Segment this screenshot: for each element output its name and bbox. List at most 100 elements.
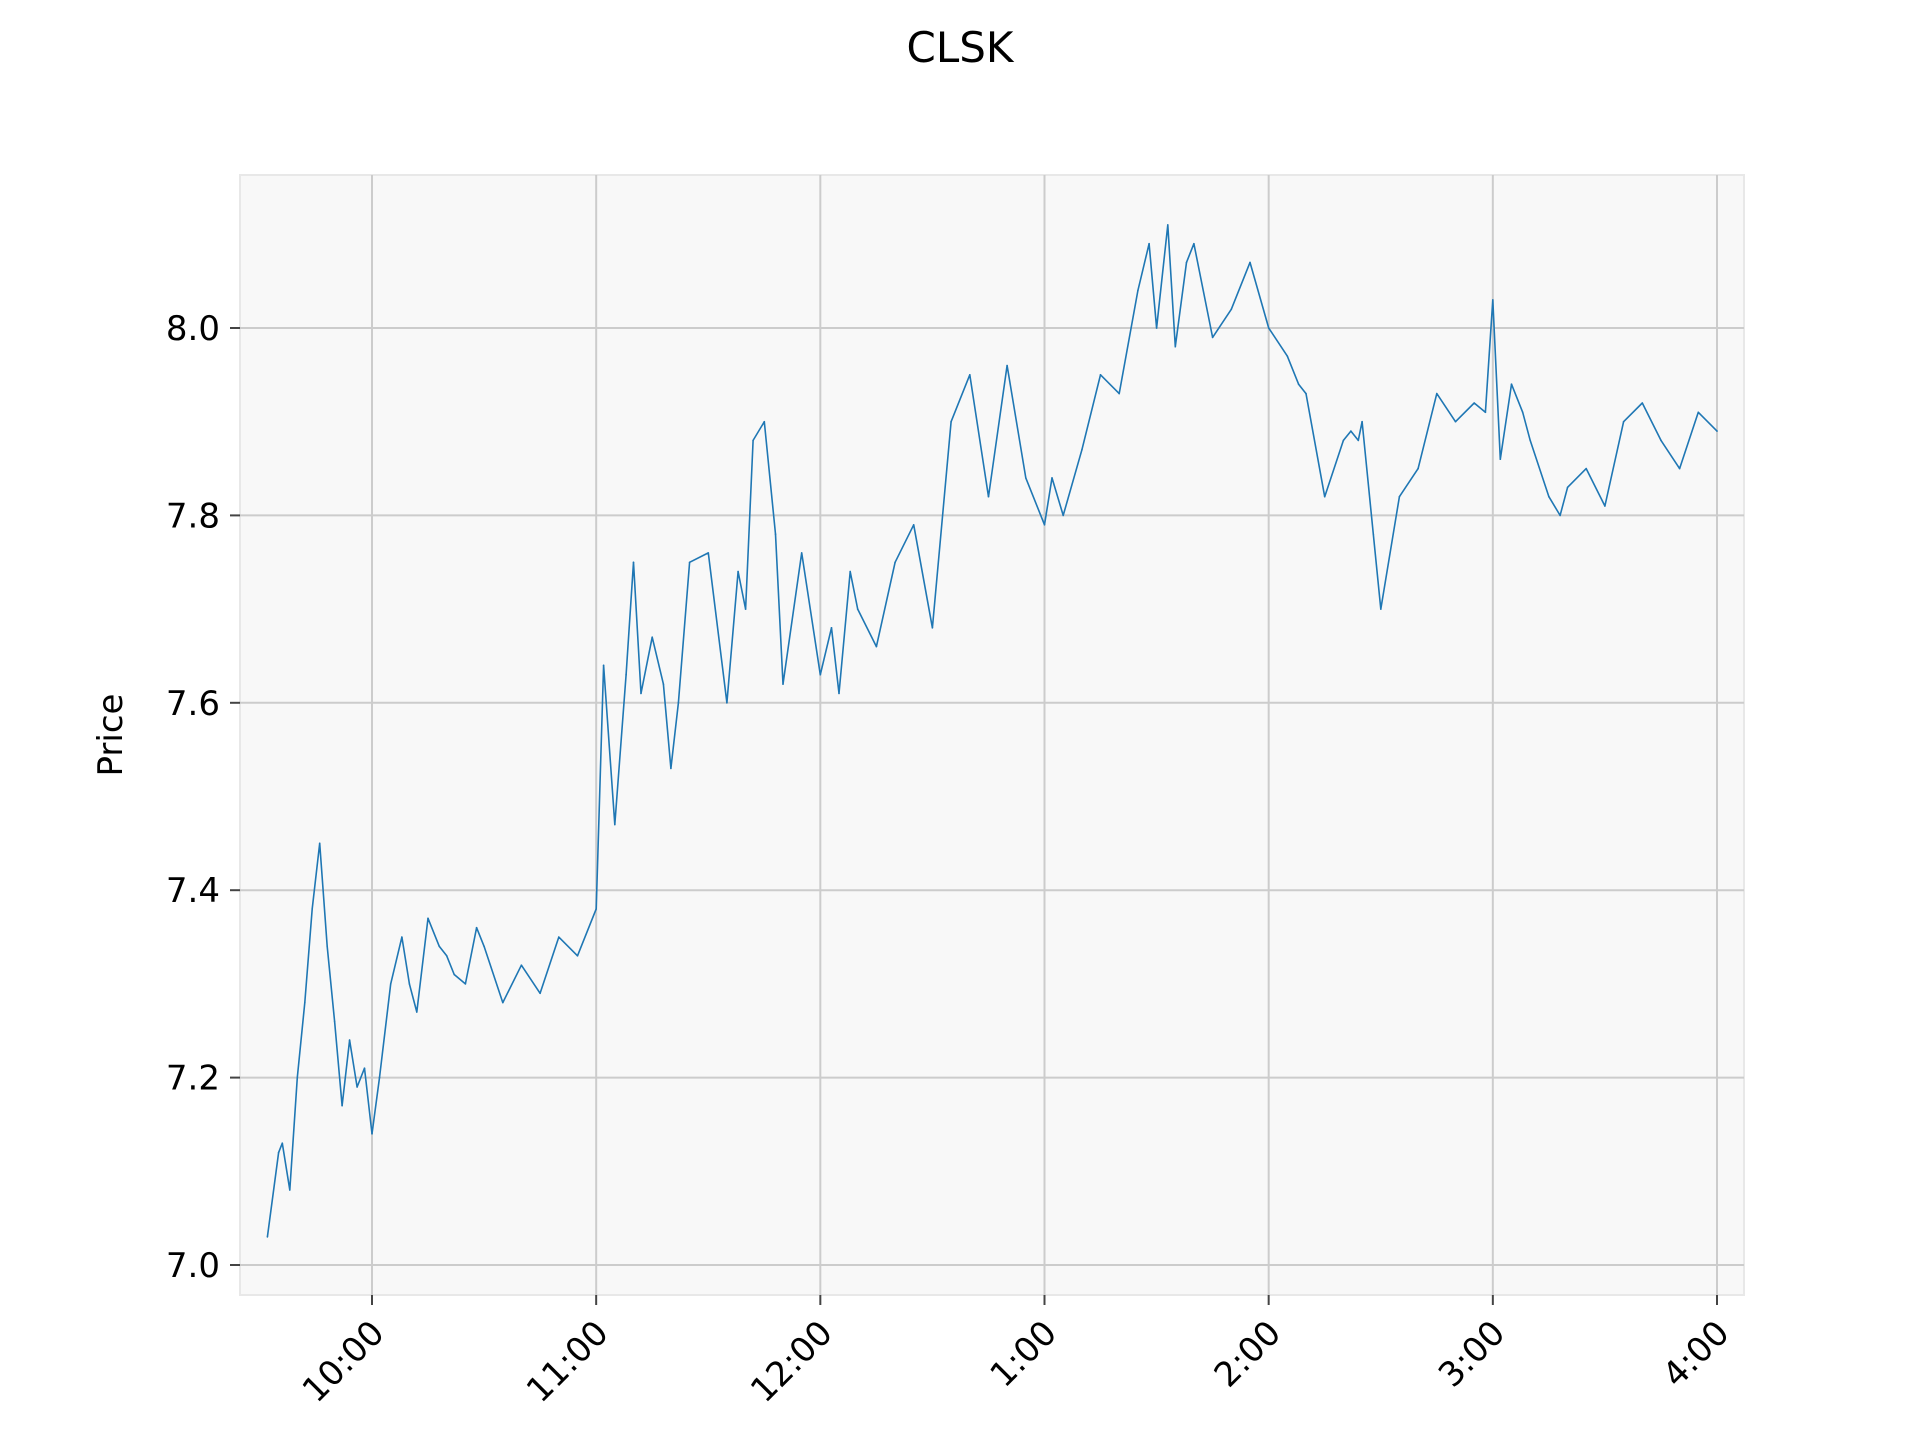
data-point <box>289 1189 291 1191</box>
data-point <box>752 439 754 442</box>
x-axis-ticks: 10:00 11:00 12:00 1:00 2:00 3:00 4:00 <box>295 1295 1737 1411</box>
chart-title: CLSK <box>907 23 1015 72</box>
data-point <box>304 1001 306 1004</box>
data-point <box>1148 242 1150 245</box>
data-point <box>640 692 642 695</box>
data-point <box>1641 402 1644 404</box>
data-point <box>1454 420 1457 423</box>
data-point <box>389 983 392 985</box>
data-point <box>348 1039 351 1041</box>
x-tick-label: 12:00 <box>743 1313 841 1411</box>
data-point <box>453 973 456 976</box>
data-point <box>1604 505 1606 507</box>
data-point <box>1548 495 1550 498</box>
data-point <box>416 1011 418 1013</box>
data-point <box>445 955 448 957</box>
data-point <box>1193 242 1195 245</box>
y-tick-label: 7.8 <box>166 496 220 536</box>
data-point <box>1585 467 1587 470</box>
data-point <box>311 908 314 910</box>
data-point <box>1043 524 1046 526</box>
data-point <box>651 636 653 638</box>
y-axis-label: Price <box>91 694 131 777</box>
data-point <box>333 1020 336 1023</box>
price-series <box>266 224 1718 1238</box>
data-point <box>1025 477 1027 479</box>
data-point <box>356 1086 358 1088</box>
data-point <box>677 702 680 704</box>
data-point <box>1167 224 1169 226</box>
data-point <box>737 570 739 573</box>
data-point <box>774 533 777 535</box>
data-point <box>539 992 541 995</box>
data-point <box>558 936 560 938</box>
data-point <box>1099 374 1102 376</box>
data-point <box>1372 533 1375 535</box>
x-tick-label: 4:00 <box>1655 1313 1737 1395</box>
data-point <box>1510 383 1513 386</box>
data-point <box>1297 383 1300 386</box>
data-point <box>670 767 672 770</box>
data-point <box>969 374 971 376</box>
data-point <box>438 945 441 948</box>
data-point <box>1499 458 1502 461</box>
data-point <box>1211 336 1214 339</box>
data-point <box>1361 420 1363 423</box>
data-point <box>1380 608 1382 610</box>
data-point <box>576 955 579 957</box>
plot-area <box>239 174 1745 1296</box>
data-point <box>427 917 429 920</box>
y-tick-label: 7.6 <box>166 684 220 724</box>
data-point <box>326 945 329 948</box>
data-point <box>1249 261 1251 264</box>
data-point <box>408 983 411 985</box>
data-point <box>341 1104 343 1107</box>
data-point <box>707 552 710 554</box>
grid <box>240 175 1744 1295</box>
data-point <box>1305 392 1307 395</box>
data-point <box>987 495 990 498</box>
data-point <box>363 1067 366 1069</box>
data-point <box>625 673 627 676</box>
data-point <box>1521 411 1524 414</box>
data-point <box>1398 495 1401 498</box>
data-point <box>1716 430 1718 432</box>
data-point <box>1267 327 1270 329</box>
data-point <box>1622 420 1625 423</box>
data-point <box>464 983 467 985</box>
data-point <box>1350 430 1352 432</box>
data-point <box>744 608 747 610</box>
data-point <box>1559 514 1561 517</box>
data-point <box>1417 467 1419 470</box>
data-point <box>894 561 896 564</box>
data-point <box>371 1133 373 1135</box>
data-point <box>830 627 833 629</box>
data-point <box>401 936 403 938</box>
data-point <box>912 524 915 526</box>
y-tick-label: 7.4 <box>166 871 220 911</box>
data-point <box>318 842 321 845</box>
data-point <box>1484 411 1487 414</box>
data-point <box>1660 439 1662 442</box>
data-point <box>782 683 784 685</box>
data-point <box>1081 449 1083 451</box>
data-point <box>931 627 934 629</box>
data-point <box>875 645 878 648</box>
data-point <box>520 964 523 966</box>
data-point <box>838 692 840 695</box>
data-point <box>763 420 766 423</box>
data-point <box>1473 402 1475 404</box>
data-point <box>475 926 478 929</box>
data-point <box>950 420 952 423</box>
data-point <box>1137 289 1139 292</box>
data-point <box>1062 514 1064 517</box>
y-tick-label: 7.0 <box>166 1246 220 1286</box>
data-point <box>1286 355 1289 357</box>
data-point <box>483 945 485 948</box>
data-point <box>277 1151 280 1154</box>
data-point <box>856 608 859 610</box>
data-point <box>1155 327 1158 329</box>
data-point <box>296 1076 299 1079</box>
